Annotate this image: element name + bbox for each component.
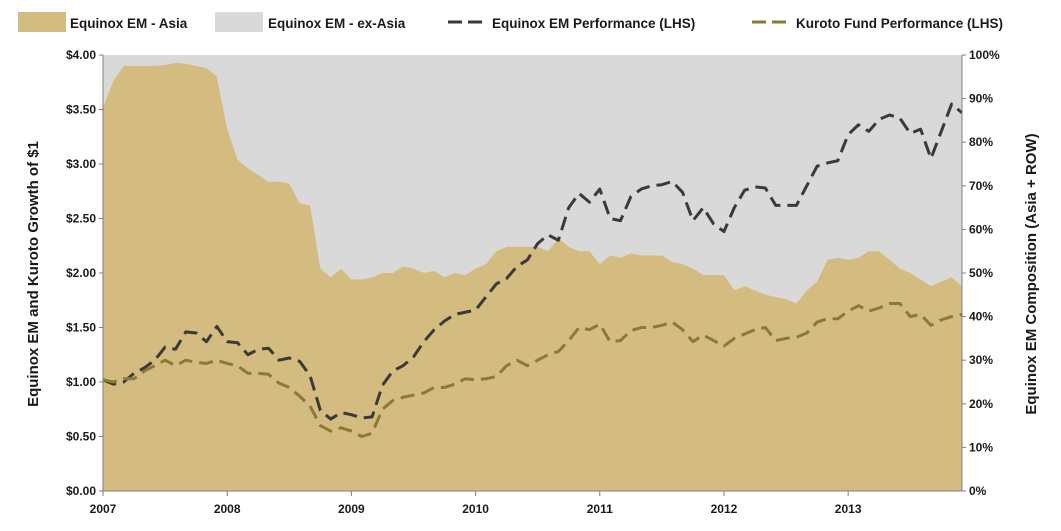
legend-label-asia: Equinox EM - Asia [70, 16, 188, 31]
y-right-tick-label: 0% [969, 484, 987, 498]
y-left-tick-label: $3.50 [66, 103, 96, 117]
y-right-tick-label: 90% [969, 92, 993, 106]
y-left-tick-label: $4.00 [66, 48, 96, 62]
legend-swatch-asia [18, 12, 66, 32]
legend-label-equinox-performance: Equinox EM Performance (LHS) [492, 16, 695, 31]
y-axis-right-title: Equinox EM Composition (Asia + ROW) [1023, 133, 1040, 414]
y-left-tick-label: $0.50 [66, 430, 96, 444]
y-right-tick-label: 10% [969, 440, 993, 454]
area-asia [103, 62, 962, 491]
legend-label-kuroto-performance: Kuroto Fund Performance (LHS) [796, 16, 1003, 31]
x-tick-label: 2012 [711, 502, 738, 516]
plot-area [102, 55, 963, 491]
y-left-tick-label: $0.00 [66, 484, 96, 498]
x-tick-label: 2009 [338, 502, 365, 516]
line-kuroto-performance [102, 302, 963, 438]
line-equinox-performance [102, 102, 963, 421]
y-left-tick-label: $3.00 [66, 157, 96, 171]
y-right-tick-label: 60% [969, 222, 993, 236]
y-axis-left-title: Equinox EM and Kuroto Growth of $1 [25, 141, 42, 407]
legend-swatch-ex-asia [215, 12, 263, 32]
y-left-tick-label: $2.50 [66, 212, 96, 226]
x-tick-label: 2013 [835, 502, 862, 516]
legend: Equinox EM - Asia Equinox EM - ex-Asia E… [18, 12, 1003, 32]
y-right-tick-label: 70% [969, 179, 993, 193]
x-tick-label: 2010 [462, 502, 489, 516]
y-right-tick-label: 30% [969, 353, 993, 367]
x-tick-label: 2007 [90, 502, 117, 516]
y-right-tick-label: 20% [969, 397, 993, 411]
x-tick-label: 2008 [214, 502, 241, 516]
legend-label-ex-asia: Equinox EM - ex-Asia [268, 16, 406, 31]
axes: $0.00 $0.50 $1.00 $1.50 $2.00 $2.50 $3.00 $3.50… [66, 48, 1000, 516]
x-tick-label: 2011 [587, 502, 613, 516]
y-right-tick-label: 50% [969, 266, 993, 280]
y-left-tick-label: $2.00 [66, 266, 96, 280]
y-right-tick-label: 80% [969, 135, 993, 149]
y-left-tick-label: $1.00 [66, 375, 96, 389]
y-right-tick-label: 100% [969, 48, 1000, 62]
y-left-tick-label: $1.50 [66, 321, 96, 335]
y-right-tick-label: 40% [969, 310, 993, 324]
